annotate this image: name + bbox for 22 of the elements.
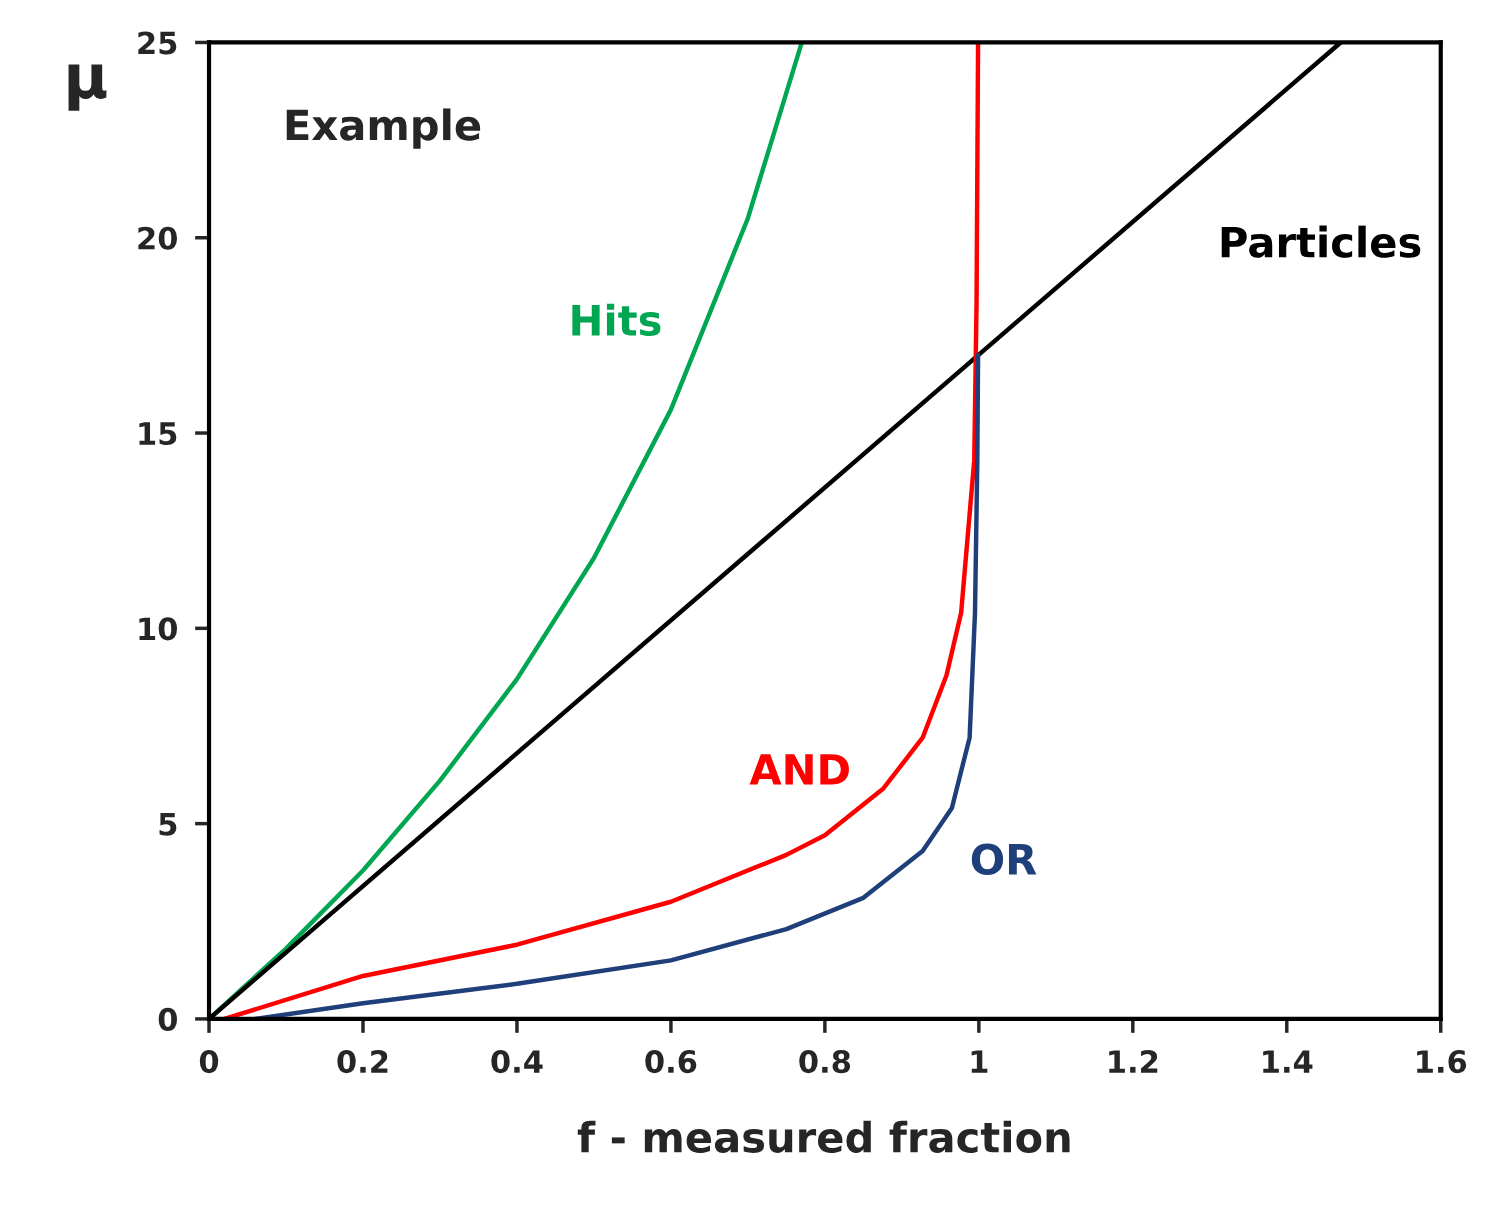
y-tick-label: 25 — [138, 31, 177, 55]
x-tick-label: 1.2 — [1109, 1050, 1158, 1073]
y-tick-label: 20 — [138, 226, 177, 250]
x-tick-label: 0.4 — [491, 1050, 543, 1074]
x-tick-label: 1 — [971, 1050, 988, 1073]
x-tick-label: 0.6 — [645, 1050, 697, 1074]
x-tick-label: 0 — [199, 1050, 219, 1074]
y-axis-title: μ — [68, 64, 107, 111]
x-tick-label: 0.8 — [799, 1050, 851, 1074]
series-label: Hits — [572, 303, 661, 336]
y-tick-label: 10 — [139, 617, 177, 641]
y-tick-label: 0 — [158, 1007, 177, 1031]
series-label: Particles — [1221, 225, 1421, 258]
annotation: Example — [286, 108, 481, 149]
x-tick-label: 1.6 — [1417, 1050, 1467, 1074]
y-tick-label: 15 — [139, 422, 177, 446]
series-label: AND — [749, 754, 849, 785]
x-tick-label: 0.2 — [337, 1050, 388, 1074]
x-tick-label: 1.4 — [1263, 1050, 1313, 1073]
series-label: OR — [971, 843, 1037, 875]
x-axis-title: f - measured fraction — [577, 1120, 1070, 1153]
y-tick-label: 5 — [159, 812, 177, 836]
